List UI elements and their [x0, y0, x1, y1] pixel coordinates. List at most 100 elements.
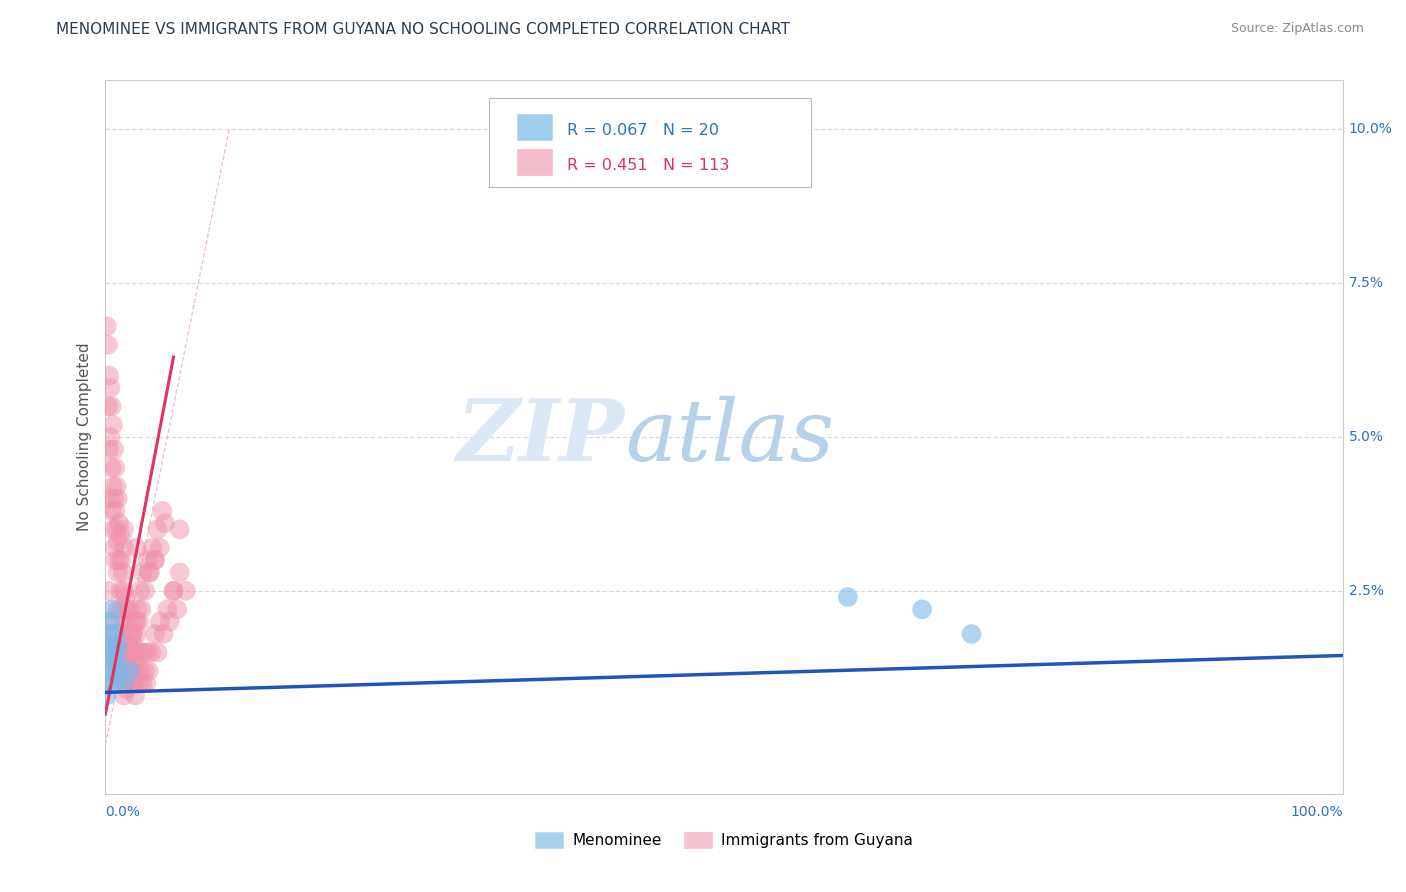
- Point: [156, 602, 179, 616]
- Point: [129, 645, 152, 659]
- Point: [100, 627, 122, 641]
- Point: [127, 664, 149, 678]
- Point: [911, 602, 934, 616]
- Point: [162, 583, 184, 598]
- Point: [103, 541, 125, 555]
- Point: [107, 534, 129, 549]
- Point: [101, 522, 124, 536]
- Point: [100, 381, 122, 395]
- Point: [128, 676, 150, 690]
- Point: [138, 566, 160, 580]
- Point: [112, 583, 135, 598]
- Point: [174, 583, 197, 598]
- Text: 0.0%: 0.0%: [105, 805, 141, 819]
- Point: [143, 553, 166, 567]
- Point: [101, 639, 124, 653]
- Point: [129, 583, 152, 598]
- Point: [100, 615, 122, 629]
- Point: [103, 639, 125, 653]
- Text: 100.0%: 100.0%: [1291, 805, 1343, 819]
- Point: [169, 522, 191, 536]
- Text: R = 0.451   N = 113: R = 0.451 N = 113: [567, 159, 730, 173]
- Point: [152, 627, 174, 641]
- Point: [117, 651, 139, 665]
- Point: [105, 479, 128, 493]
- Point: [104, 504, 127, 518]
- Point: [143, 627, 166, 641]
- Point: [146, 522, 169, 536]
- Point: [107, 639, 129, 653]
- Point: [128, 615, 150, 629]
- Point: [108, 553, 131, 567]
- Point: [100, 602, 122, 616]
- Point: [131, 602, 153, 616]
- Point: [125, 541, 148, 555]
- Point: [111, 676, 134, 690]
- Point: [111, 615, 134, 629]
- Point: [100, 615, 122, 629]
- Text: Source: ZipAtlas.com: Source: ZipAtlas.com: [1230, 22, 1364, 36]
- Point: [112, 627, 135, 641]
- Point: [108, 516, 131, 531]
- Point: [120, 645, 142, 659]
- Point: [120, 676, 142, 690]
- Point: [112, 676, 135, 690]
- Point: [136, 553, 159, 567]
- Point: [143, 553, 166, 567]
- Point: [169, 566, 191, 580]
- Point: [132, 645, 155, 659]
- Point: [149, 541, 172, 555]
- Point: [105, 651, 128, 665]
- Point: [112, 689, 135, 703]
- Point: [97, 400, 120, 414]
- Point: [118, 664, 141, 678]
- Text: ZIP: ZIP: [457, 395, 626, 479]
- Point: [110, 664, 132, 678]
- Point: [121, 627, 143, 641]
- Point: [110, 583, 132, 598]
- Point: [121, 664, 143, 678]
- Point: [108, 676, 131, 690]
- Point: [105, 664, 128, 678]
- Point: [141, 645, 163, 659]
- Point: [960, 627, 983, 641]
- Point: [115, 682, 138, 697]
- Point: [124, 615, 146, 629]
- Point: [120, 639, 142, 653]
- Point: [112, 522, 135, 536]
- Point: [105, 522, 128, 536]
- Text: MENOMINEE VS IMMIGRANTS FROM GUYANA NO SCHOOLING COMPLETED CORRELATION CHART: MENOMINEE VS IMMIGRANTS FROM GUYANA NO S…: [56, 22, 790, 37]
- Point: [134, 583, 156, 598]
- Point: [120, 645, 142, 659]
- FancyBboxPatch shape: [517, 149, 553, 175]
- Point: [114, 645, 136, 659]
- Point: [101, 417, 124, 432]
- Point: [125, 651, 148, 665]
- Point: [162, 583, 184, 598]
- Point: [100, 651, 122, 665]
- Point: [115, 602, 138, 616]
- Point: [100, 460, 122, 475]
- Point: [127, 602, 149, 616]
- Point: [96, 319, 118, 334]
- Point: [100, 645, 122, 659]
- Text: R = 0.067   N = 20: R = 0.067 N = 20: [567, 123, 718, 137]
- Text: 10.0%: 10.0%: [1348, 122, 1393, 136]
- Point: [110, 553, 132, 567]
- Point: [138, 664, 160, 678]
- Text: atlas: atlas: [626, 396, 834, 478]
- Point: [98, 627, 121, 641]
- Point: [104, 460, 127, 475]
- Point: [107, 491, 129, 506]
- Point: [122, 676, 145, 690]
- Text: 5.0%: 5.0%: [1348, 430, 1384, 444]
- Point: [114, 590, 136, 604]
- Text: 2.5%: 2.5%: [1348, 584, 1384, 598]
- Point: [100, 491, 122, 506]
- Point: [125, 627, 148, 641]
- FancyBboxPatch shape: [489, 98, 811, 187]
- Point: [118, 627, 141, 641]
- Point: [120, 664, 142, 678]
- Point: [134, 664, 156, 678]
- Point: [124, 689, 146, 703]
